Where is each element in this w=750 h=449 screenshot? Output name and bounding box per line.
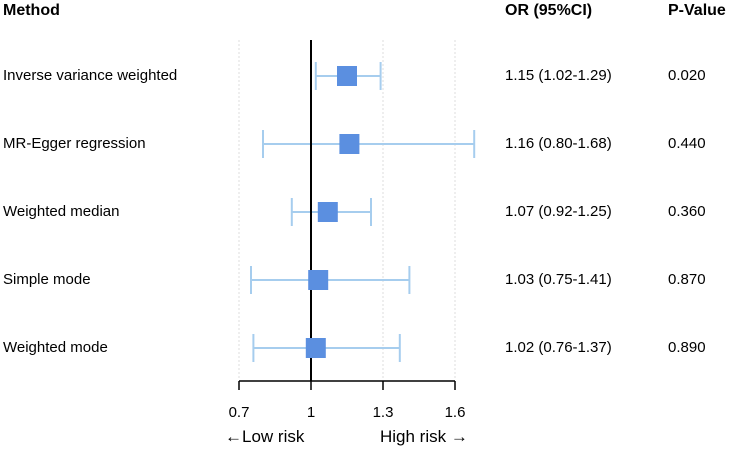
method-label: Weighted mode	[3, 339, 108, 356]
low-risk-label: ←Low risk	[225, 427, 305, 446]
or-ci-text: 1.07 (0.92-1.25)	[505, 203, 612, 220]
method-label: Inverse variance weighted	[3, 67, 178, 84]
or-ci-text: 1.02 (0.76-1.37)	[505, 339, 612, 356]
pvalue-text: 0.020	[668, 67, 706, 84]
point-estimate	[308, 270, 329, 290]
pvalue-text: 0.870	[668, 271, 706, 288]
method-label: MR-Egger regression	[3, 135, 146, 152]
pvalue-header: P-Value	[668, 2, 726, 19]
x-tick-label: 1.6	[445, 404, 466, 421]
method-header: Method	[3, 2, 60, 19]
x-tick-label: 0.7	[229, 404, 250, 421]
point-estimate	[339, 134, 360, 154]
method-label: Weighted median	[3, 203, 120, 220]
or-ci-text: 1.16 (0.80-1.68)	[505, 135, 612, 152]
point-estimate	[305, 338, 326, 358]
x-tick-label: 1.3	[373, 404, 394, 421]
pvalue-text: 0.440	[668, 135, 706, 152]
x-tick-label: 1	[307, 404, 315, 421]
pvalue-text: 0.890	[668, 339, 706, 356]
pvalue-text: 0.360	[668, 203, 706, 220]
or-ci-text: 1.15 (1.02-1.29)	[505, 67, 612, 84]
method-label: Simple mode	[3, 271, 91, 288]
or-ci-text: 1.03 (0.75-1.41)	[505, 271, 612, 288]
or-header: OR (95%CI)	[505, 2, 593, 19]
point-estimate	[317, 202, 338, 222]
high-risk-label: High risk →	[380, 427, 468, 446]
point-estimate	[337, 66, 357, 86]
